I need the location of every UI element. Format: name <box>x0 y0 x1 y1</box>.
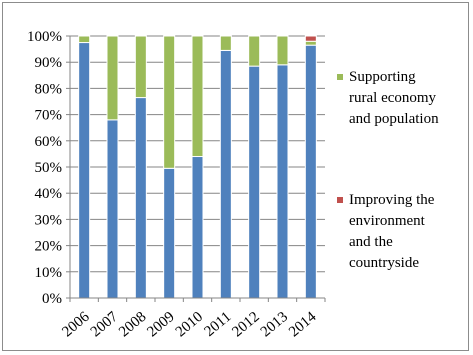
stacked-bar-chart: 0%10%20%30%40%50%60%70%80%90%100%2006200… <box>27 29 439 341</box>
legend-label: environment <box>349 213 426 229</box>
legend-label: and population <box>349 111 439 127</box>
y-tick-label: 70% <box>35 108 63 124</box>
x-tick-label: 2013 <box>258 309 291 341</box>
legend-label: rural economy <box>349 90 437 106</box>
legend-label: Supporting <box>349 69 416 85</box>
bar-segment-2009-series-1 <box>163 35 176 169</box>
bar-segment-2009-series-0 <box>163 167 176 299</box>
bar-segment-2013-series-1 <box>276 35 289 66</box>
bar-segment-2011-series-0 <box>219 49 232 299</box>
y-tick-label: 0% <box>42 291 62 307</box>
legend-swatch <box>337 197 343 203</box>
y-tick-label: 20% <box>35 239 63 255</box>
bar-segment-2008-series-1 <box>134 35 147 99</box>
y-tick-label: 40% <box>35 186 63 202</box>
bar-segment-2006-series-1 <box>78 35 91 44</box>
y-tick-label: 60% <box>35 134 63 150</box>
bar-segment-2014-series-1 <box>304 40 317 46</box>
chart-frame: 0% 10% 20% 30% 40% 50% 60% 70% 80% 90% 100% 2006 200… <box>2 2 469 351</box>
bar-segment-2014-series-2 <box>304 35 317 42</box>
x-tick-label: 2009 <box>144 309 177 341</box>
bar-segment-2012-series-0 <box>248 65 261 299</box>
y-tick-label: 90% <box>35 55 63 71</box>
legend-label: and the <box>349 234 393 250</box>
x-tick-label: 2011 <box>202 309 235 340</box>
legend-label: countryside <box>349 255 419 271</box>
bar-segment-2014-series-0 <box>304 44 317 299</box>
y-tick-label: 30% <box>35 212 63 228</box>
x-tick-label: 2014 <box>286 308 320 340</box>
bar-segment-2011-series-1 <box>219 35 232 51</box>
x-tick-label: 2006 <box>59 308 93 340</box>
x-tick-label: 2007 <box>88 308 122 340</box>
y-tick-label: 10% <box>35 265 63 281</box>
bar-segment-2007-series-0 <box>106 119 119 299</box>
legend-label: Improving the <box>349 192 435 208</box>
bar-segment-2013-series-0 <box>276 64 289 299</box>
legend-swatch <box>337 74 343 80</box>
x-tick-label: 2010 <box>173 309 206 341</box>
bars <box>78 35 317 299</box>
bar-segment-2006-series-0 <box>78 42 91 299</box>
bar-segment-2012-series-1 <box>248 35 261 67</box>
bar-segment-2010-series-1 <box>191 35 204 158</box>
y-tick-label: 100% <box>27 29 62 45</box>
bar-segment-2008-series-0 <box>134 97 147 299</box>
x-tick-label: 2008 <box>116 309 149 341</box>
x-tick-label: 2012 <box>229 309 262 341</box>
bar-segment-2007-series-1 <box>106 35 119 121</box>
bar-segment-2010-series-0 <box>191 156 204 299</box>
y-tick-label: 80% <box>35 81 63 97</box>
y-tick-label: 50% <box>35 160 63 176</box>
legend: Supporting rural economy and population Imp… <box>337 69 439 271</box>
